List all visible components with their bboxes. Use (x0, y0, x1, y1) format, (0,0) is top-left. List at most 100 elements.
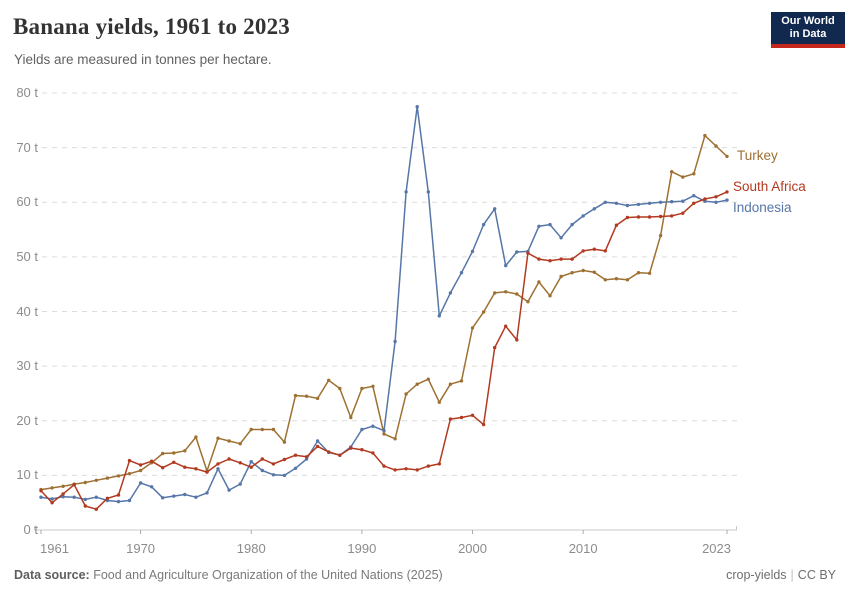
point-indonesia-1994 (404, 190, 408, 194)
series-label-south-africa[interactable]: South Africa (733, 178, 806, 194)
point-south-africa-2009 (570, 257, 574, 261)
line-chart[interactable]: 0 t 10 t 20 t 30 t 40 t 50 t 60 t 70 t 80 t 1961… (0, 0, 850, 560)
point-south-africa-1985 (304, 455, 309, 459)
point-south-africa-1969 (127, 458, 132, 463)
point-turkey-2013 (614, 277, 619, 281)
point-indonesia-1972 (161, 496, 165, 500)
y-tick-label-50: 50 t (16, 248, 38, 264)
point-turkey-2014 (625, 278, 630, 282)
y-tick-label-70: 70 t (16, 139, 38, 155)
y-tick-label-40: 40 t (16, 303, 38, 319)
page-subtitle: Yields are measured in tonnes per hectar… (14, 52, 272, 67)
point-indonesia-2022 (714, 200, 718, 204)
point-indonesia-1970 (138, 481, 143, 485)
point-turkey-2003 (504, 290, 508, 294)
owid-logo[interactable]: Our World in Data (771, 12, 845, 48)
point-indonesia-2008 (559, 236, 563, 240)
point-south-africa-1975 (194, 467, 198, 471)
y-tick-label-10: 10 t (16, 467, 38, 483)
point-indonesia-2017 (658, 200, 663, 204)
point-indonesia-1978 (227, 488, 231, 492)
point-turkey-2015 (636, 271, 641, 275)
point-indonesia-2002 (493, 207, 497, 211)
point-south-africa-1967 (105, 496, 110, 500)
point-turkey-2019 (681, 175, 685, 179)
point-indonesia-1996 (426, 190, 430, 194)
point-south-africa-2006 (537, 257, 541, 261)
point-indonesia-2009 (570, 222, 574, 227)
point-south-africa-2010 (581, 249, 585, 253)
data-source-text: Food and Agriculture Organization of the… (89, 568, 443, 582)
point-south-africa-1997 (437, 462, 441, 466)
license-link[interactable]: CC BY (797, 568, 836, 582)
point-indonesia-1990 (360, 427, 364, 432)
point-south-africa-1984 (293, 453, 298, 457)
point-turkey-1998 (448, 382, 453, 386)
point-indonesia-2011 (592, 207, 596, 211)
point-turkey-1999 (459, 379, 464, 383)
point-south-africa-2013 (614, 223, 619, 227)
point-turkey-1994 (404, 392, 408, 396)
point-turkey-1977 (216, 436, 220, 440)
point-south-africa-2002 (493, 345, 497, 350)
point-south-africa-2022 (714, 195, 718, 199)
point-indonesia-1965 (83, 497, 88, 502)
footer-links: crop-yields | CC BY (726, 568, 836, 582)
point-south-africa-1996 (426, 464, 430, 468)
x-tick-label-1961: 1961 (40, 541, 69, 556)
y-tick-label-0: 0 t (23, 522, 38, 537)
point-south-africa-2021 (703, 197, 707, 201)
point-turkey-2004 (515, 292, 519, 296)
point-indonesia-1992 (382, 428, 386, 433)
point-south-africa-2018 (670, 214, 674, 218)
point-turkey-2010 (581, 268, 585, 273)
point-south-africa-2012 (603, 249, 607, 253)
point-indonesia-1964 (72, 495, 76, 499)
point-south-africa-1982 (271, 462, 276, 466)
point-indonesia-1995 (415, 105, 419, 109)
point-turkey-1980 (249, 427, 253, 432)
point-indonesia-1982 (271, 473, 276, 477)
point-turkey-1973 (172, 451, 176, 455)
point-south-africa-2000 (470, 413, 475, 417)
chart-slug-link[interactable]: crop-yields (726, 568, 787, 582)
point-indonesia-1999 (459, 271, 464, 275)
line-indonesia (40, 105, 728, 503)
point-indonesia-1971 (149, 485, 154, 489)
point-turkey-1985 (304, 394, 309, 398)
point-indonesia-1973 (172, 494, 176, 498)
point-south-africa-1976 (205, 470, 209, 474)
point-turkey-1965 (83, 480, 88, 485)
point-turkey-2012 (603, 278, 607, 282)
point-south-africa-1986 (315, 444, 320, 449)
point-turkey-2020 (692, 172, 696, 176)
point-south-africa-2017 (658, 214, 663, 219)
point-south-africa-1965 (83, 504, 88, 508)
point-indonesia-2003 (504, 263, 508, 268)
point-turkey-2005 (526, 300, 530, 304)
point-turkey-1969 (127, 472, 132, 476)
point-indonesia-2004 (515, 250, 519, 254)
point-indonesia-2000 (470, 249, 475, 254)
point-turkey-2002 (493, 291, 497, 295)
series-label-turkey[interactable]: Turkey (737, 148, 778, 164)
point-turkey-1988 (338, 386, 342, 391)
point-turkey-1983 (282, 440, 287, 444)
point-indonesia-1966 (94, 495, 99, 499)
point-south-africa-1991 (371, 451, 375, 455)
point-south-africa-2020 (692, 201, 696, 205)
point-turkey-2016 (647, 271, 652, 275)
series-label-indonesia[interactable]: Indonesia (733, 200, 792, 216)
point-south-africa-1999 (459, 415, 464, 420)
point-turkey-1989 (349, 415, 353, 420)
data-source-label: Data source: (14, 568, 90, 582)
point-south-africa-2023 (725, 190, 729, 194)
point-turkey-1972 (161, 451, 165, 456)
point-indonesia-1981 (260, 468, 264, 473)
point-south-africa-1964 (72, 483, 76, 487)
point-indonesia-1968 (116, 499, 121, 504)
x-tick-label-1970: 1970 (126, 541, 156, 556)
chart-canvas[interactable] (0, 0, 850, 560)
point-indonesia-1969 (127, 498, 132, 503)
point-south-africa-1989 (349, 446, 353, 450)
